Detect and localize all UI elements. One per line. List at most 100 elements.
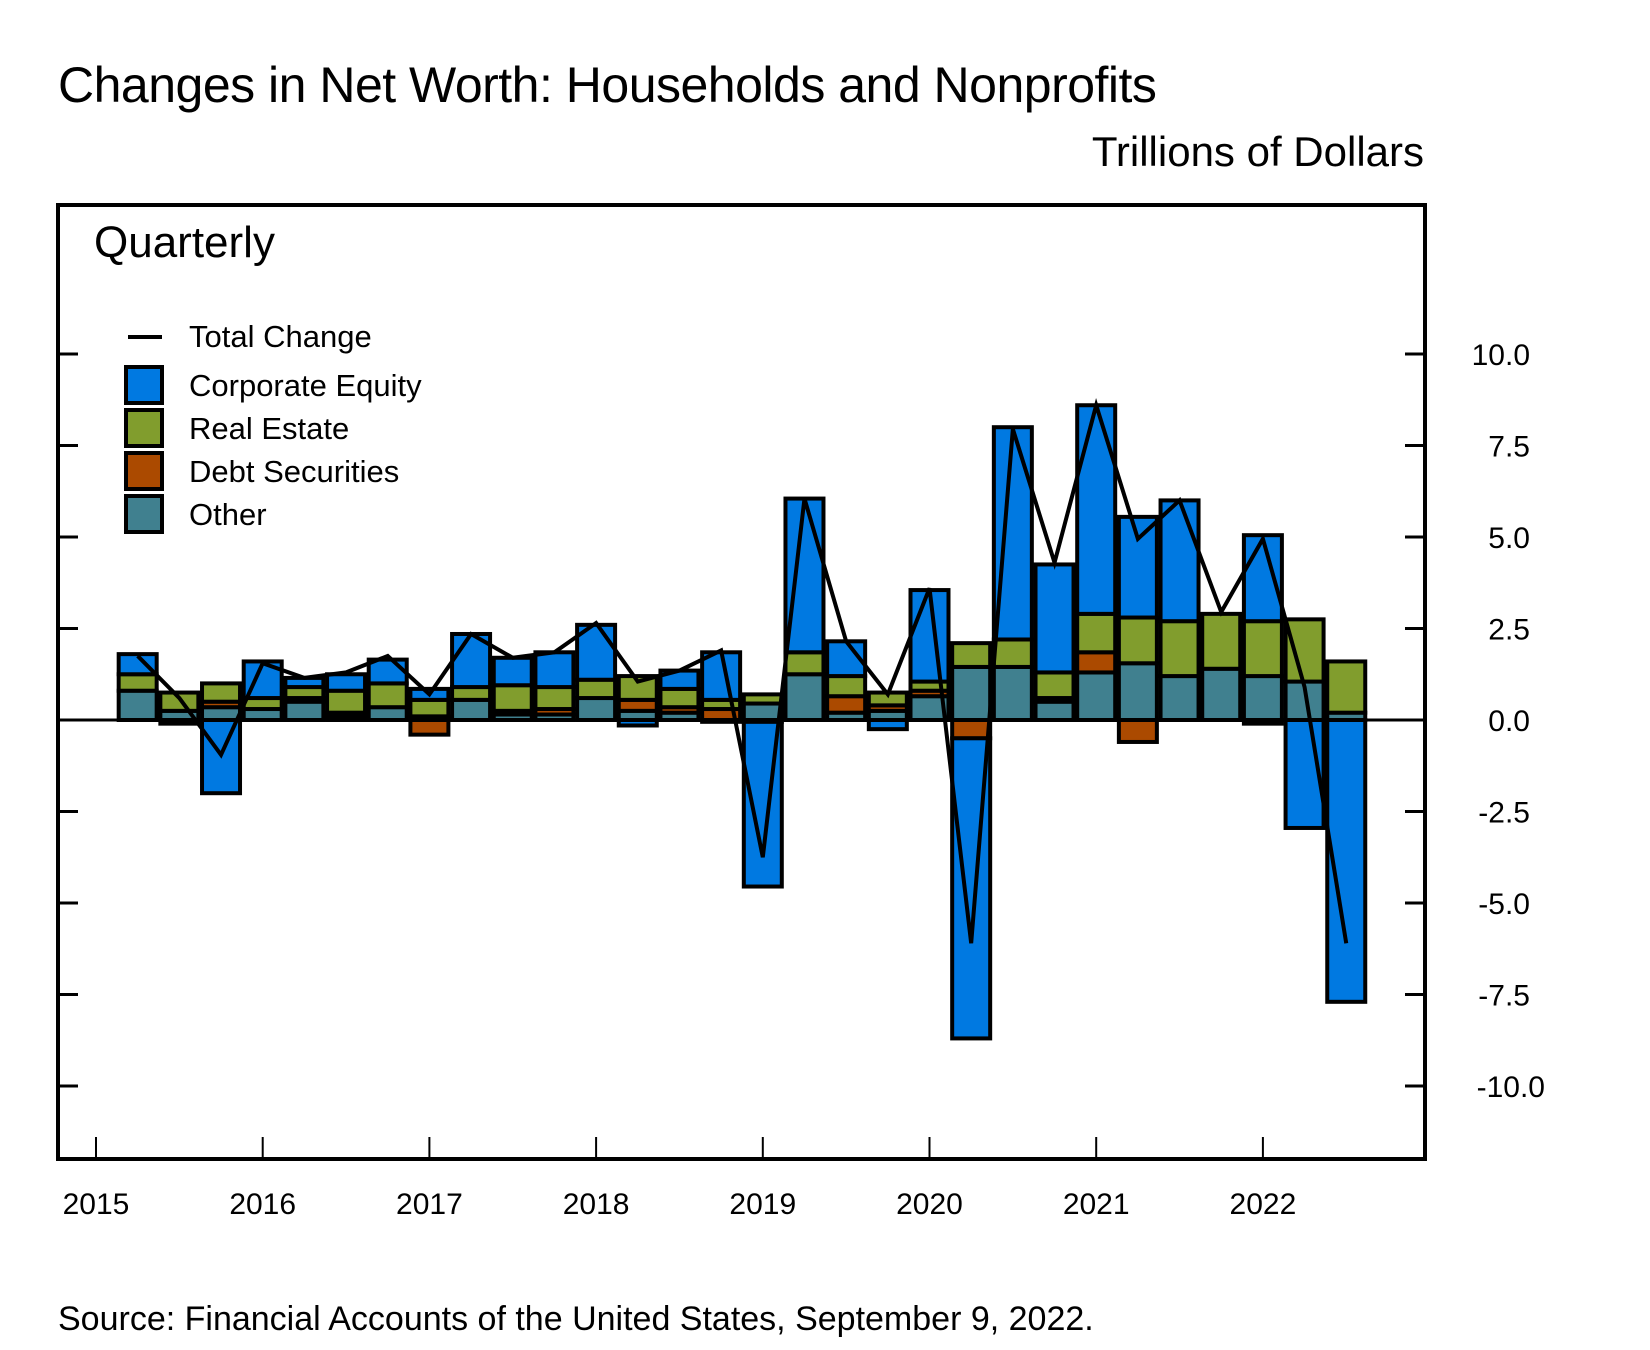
- legend-swatch-corporate-equity: [124, 365, 164, 405]
- bar-segment-real-estate: [575, 677, 618, 701]
- bar-segment-real-estate: [783, 650, 826, 677]
- bars-layer: [116, 403, 1368, 1041]
- x-tick-label: 2022: [1230, 1188, 1297, 1221]
- bar-group-2020Q4: [1075, 403, 1118, 722]
- legend-label-total-change: Total Change: [189, 319, 372, 354]
- y-tick-label: 5.0: [1488, 522, 1530, 555]
- bar-segment-corporate-equity: [1033, 562, 1076, 675]
- x-tick-label: 2020: [896, 1188, 963, 1221]
- y-tick-label: -10.0: [1477, 1071, 1545, 1104]
- bar-group-2017Q2: [491, 655, 534, 723]
- source-note: Source: Financial Accounts of the United…: [58, 1300, 1094, 1338]
- x-tick-label: 2018: [563, 1188, 630, 1221]
- bar-segment-debt-securities: [1116, 718, 1159, 744]
- bar-group-2017Q1: [450, 631, 493, 722]
- bar-segment-corporate-equity: [1116, 514, 1159, 620]
- bar-group-2022Q1: [1283, 617, 1326, 830]
- bar-segment-real-estate: [1158, 619, 1201, 679]
- bar-segment-other: [1075, 670, 1118, 722]
- bar-segment-corporate-equity: [325, 672, 368, 693]
- y-axis: 10.0 7.5 5.0 2.5 0.0 -2.5 -5.0 -7.5 -10.0: [58, 339, 1545, 1104]
- bar-segment-other: [991, 664, 1034, 722]
- bar-group-2016Q2: [325, 672, 368, 723]
- bar-segment-other: [450, 697, 493, 722]
- bar-segment-other: [575, 696, 618, 722]
- bar-group-2016Q3: [366, 657, 409, 723]
- y-tick-label: 0.0: [1488, 705, 1530, 738]
- bar-segment-real-estate: [325, 688, 368, 715]
- bar-segment-other: [950, 664, 993, 722]
- chart-title: Changes in Net Worth: Households and Non…: [58, 57, 1157, 113]
- x-tick-label: 2019: [729, 1188, 796, 1221]
- bar-segment-other: [1116, 661, 1159, 723]
- bar-segment-real-estate: [1116, 615, 1159, 666]
- x-tick-label: 2017: [396, 1188, 463, 1221]
- bar-group-2018Q2: [658, 668, 701, 722]
- y-tick-label: 7.5: [1488, 431, 1530, 464]
- bar-segment-real-estate: [116, 672, 159, 693]
- bar-group-2017Q3: [533, 650, 576, 723]
- bar-segment-real-estate: [658, 686, 701, 710]
- legend: Total Change Corporate Equity Real Estate D…: [124, 319, 422, 534]
- bar-segment-real-estate: [158, 690, 201, 713]
- bar-group-2021Q3: [1200, 611, 1243, 723]
- bar-segment-real-estate: [1075, 611, 1118, 655]
- y-tick-label: 10.0: [1472, 339, 1530, 372]
- bar-segment-corporate-equity: [116, 652, 159, 677]
- legend-label-real-estate: Real Estate: [189, 411, 349, 446]
- total-change-line: [136, 398, 1349, 944]
- bar-segment-real-estate: [1283, 617, 1326, 684]
- bar-segment-real-estate: [1241, 619, 1284, 679]
- legend-label-other: Other: [189, 497, 267, 532]
- x-tick-label: 2015: [63, 1188, 130, 1221]
- bar-segment-corporate-equity: [1075, 403, 1118, 616]
- bar-segment-real-estate: [1033, 670, 1076, 701]
- bar-group-2022Q2: [1325, 659, 1368, 1004]
- bar-segment-other: [1241, 674, 1284, 723]
- bar-segment-real-estate: [616, 674, 659, 702]
- bar-segment-real-estate: [408, 697, 451, 719]
- bar-segment-corporate-equity: [1158, 498, 1201, 624]
- bar-segment-other: [783, 672, 826, 722]
- bar-segment-debt-securities: [1075, 650, 1118, 675]
- bar-group-2016Q1: [283, 675, 326, 723]
- bar-segment-real-estate: [366, 681, 409, 710]
- bar-segment-other: [1033, 699, 1076, 723]
- bar-segment-other: [283, 699, 326, 723]
- bar-segment-real-estate: [1200, 611, 1243, 671]
- legend-swatch-debt-securities: [124, 451, 164, 491]
- bar-group-2021Q1: [1116, 514, 1159, 744]
- bar-segment-corporate-equity: [950, 736, 993, 1041]
- bar-group-2020Q3: [1033, 562, 1076, 723]
- bar-group-2018Q1: [616, 674, 659, 728]
- legend-label-debt-securities: Debt Securities: [189, 454, 399, 489]
- bar-segment-corporate-equity: [533, 650, 576, 690]
- bar-segment-real-estate: [741, 692, 784, 706]
- bar-segment-real-estate: [533, 685, 576, 712]
- bar-group-2019Q4: [908, 588, 951, 723]
- bar-segment-other: [116, 688, 159, 722]
- plot-frame: [56, 203, 1427, 1161]
- y-tick-label: -2.5: [1478, 797, 1530, 830]
- x-axis: 2015 2016 2017 2018 2019 2020 2021 2022: [63, 1137, 1297, 1221]
- bar-group-2021Q2: [1158, 498, 1201, 723]
- bar-segment-real-estate: [825, 674, 868, 699]
- bar-segment-corporate-equity: [491, 655, 534, 688]
- bar-segment-real-estate: [950, 641, 993, 669]
- legend-label-corporate-equity: Corporate Equity: [189, 368, 422, 403]
- y-tick-label: -5.0: [1478, 888, 1530, 921]
- bar-segment-corporate-equity: [1241, 533, 1284, 624]
- bar-segment-real-estate: [200, 681, 243, 704]
- x-tick-label: 2016: [229, 1188, 296, 1221]
- legend-swatch-other: [124, 494, 164, 534]
- panel-label: Quarterly: [94, 218, 275, 267]
- bar-segment-real-estate: [1325, 659, 1368, 715]
- bar-segment-debt-securities: [408, 718, 451, 737]
- y-tick-label: -7.5: [1478, 980, 1530, 1013]
- x-tick-label: 2021: [1063, 1188, 1130, 1221]
- bar-segment-real-estate: [491, 683, 534, 713]
- bar-group-2020Q1: [950, 641, 993, 1041]
- bar-segment-other: [741, 701, 784, 723]
- bar-group-2019Q3: [866, 690, 909, 732]
